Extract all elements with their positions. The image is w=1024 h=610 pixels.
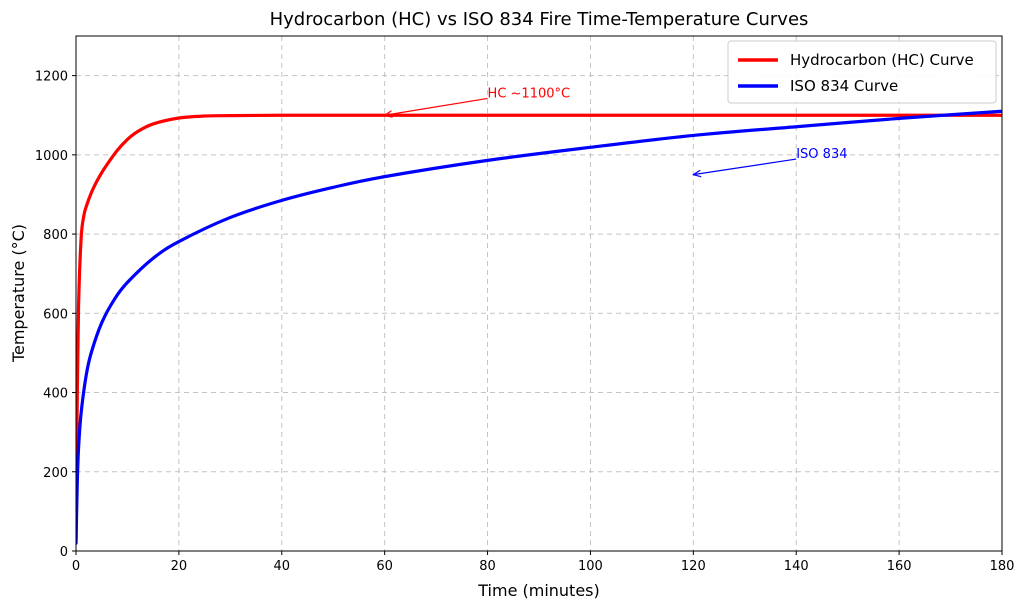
legend: Hydrocarbon (HC) Curve ISO 834 Curve <box>727 40 997 104</box>
x-tick-label: 160 <box>887 559 912 574</box>
x-axis-title: Time (minutes) <box>477 581 600 600</box>
grid <box>75 36 1003 552</box>
y-tick-label: 600 <box>43 307 68 322</box>
annotations: HC ~1100°C ISO 834 <box>385 86 847 175</box>
x-tick-label: 120 <box>681 559 706 574</box>
y-tick-label: 400 <box>43 387 68 402</box>
x-tick-label: 40 <box>274 559 291 574</box>
x-tick-label: 140 <box>784 559 809 574</box>
x-tick-label: 0 <box>72 559 80 574</box>
x-tick-label: 20 <box>171 559 188 574</box>
y-axis-title: Temperature (°C) <box>9 224 28 363</box>
annotation-label: ISO 834 <box>796 147 847 162</box>
chart-title: Hydrocarbon (HC) vs ISO 834 Fire Time-Te… <box>270 9 809 30</box>
x-tick-label: 180 <box>990 559 1015 574</box>
y-tick-label: 0 <box>60 545 68 560</box>
legend-box <box>727 40 997 104</box>
y-tick-label: 800 <box>43 228 68 243</box>
legend-label: ISO 834 Curve <box>790 77 898 95</box>
axis-ticks: 0 20 40 60 80 100 120 140 160 180 0 200 400 600 800 100… <box>35 70 1015 574</box>
annotation-arrow <box>385 97 488 115</box>
series-line-hydrocarbon <box>76 113 1002 545</box>
y-tick-label: 200 <box>43 466 68 481</box>
y-tick-label: 1000 <box>35 149 68 164</box>
annotation-label: HC ~1100°C <box>488 86 571 101</box>
x-tick-label: 80 <box>479 559 496 574</box>
x-tick-label: 100 <box>578 559 603 574</box>
plot-frame <box>75 35 1003 552</box>
annotation-arrow <box>693 158 797 175</box>
x-tick-label: 60 <box>376 559 393 574</box>
y-tick-label: 1200 <box>35 70 68 85</box>
series-layer <box>76 109 1002 545</box>
legend-label: Hydrocarbon (HC) Curve <box>790 51 974 69</box>
series-line-iso-834 <box>76 109 1002 545</box>
